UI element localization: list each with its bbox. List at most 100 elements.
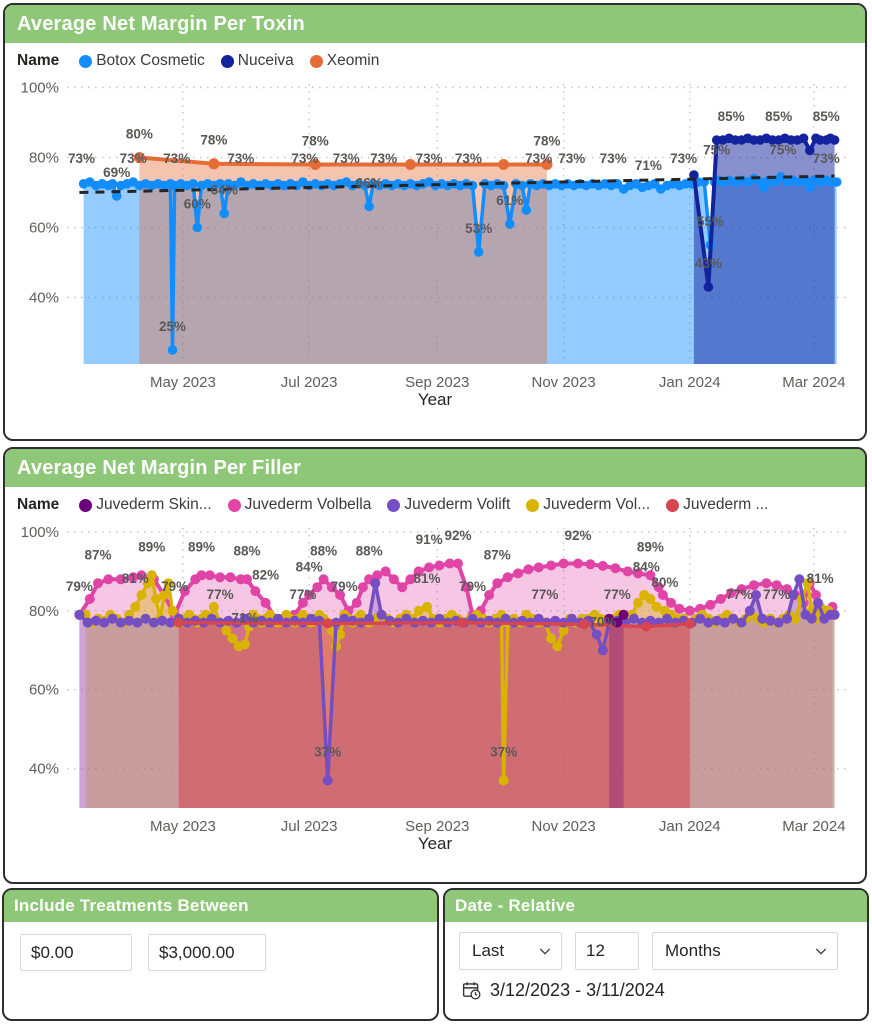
svg-text:Nov 2023: Nov 2023 xyxy=(531,374,595,391)
svg-text:73%: 73% xyxy=(813,151,840,166)
svg-text:75%: 75% xyxy=(703,143,730,158)
legend-label: Juvederm Volbella xyxy=(244,496,372,513)
legend-label: Juvederm Volift xyxy=(404,496,511,513)
svg-text:79%: 79% xyxy=(66,579,93,594)
svg-text:37%: 37% xyxy=(490,745,517,760)
svg-text:Mar 2024: Mar 2024 xyxy=(782,374,845,391)
svg-text:80%: 80% xyxy=(29,150,59,167)
legend-label: Xeomin xyxy=(326,52,380,69)
svg-text:61%: 61% xyxy=(496,193,523,208)
svg-text:85%: 85% xyxy=(718,109,745,124)
treatments-filter-card: Include Treatments Between xyxy=(2,888,439,1021)
svg-text:81%: 81% xyxy=(413,571,440,586)
svg-text:73%: 73% xyxy=(525,151,552,166)
legend-item-juvederm-other[interactable]: Juvederm ... xyxy=(666,496,768,514)
series-color-dot-icon xyxy=(309,54,323,68)
svg-text:80%: 80% xyxy=(126,126,153,141)
series-color-dot-icon xyxy=(387,498,401,512)
legend-label: Botox Cosmetic xyxy=(96,52,205,69)
svg-text:79%: 79% xyxy=(459,579,486,594)
legend-item-juvederm-vol[interactable]: Juvederm Vol... xyxy=(526,496,650,514)
legend-item-juvederm-volift[interactable]: Juvederm Volift xyxy=(387,496,510,514)
legend-item-nuceiva[interactable]: Nuceiva xyxy=(220,52,294,70)
svg-text:78%: 78% xyxy=(533,133,560,148)
treatment-min-input[interactable] xyxy=(20,934,132,971)
toxin-card: Average Net Margin Per Toxin Name Botox … xyxy=(3,3,867,441)
date-range-text: 3/12/2023 - 3/11/2024 xyxy=(490,980,665,1000)
svg-text:84%: 84% xyxy=(633,559,660,574)
date-mode-select[interactable]: Last xyxy=(459,932,562,970)
treatments-filter-title: Include Treatments Between xyxy=(4,890,437,922)
svg-text:71%: 71% xyxy=(635,158,662,173)
svg-text:91%: 91% xyxy=(416,532,443,547)
svg-text:100%: 100% xyxy=(21,524,59,541)
svg-text:77%: 77% xyxy=(604,587,631,602)
svg-text:77%: 77% xyxy=(289,587,316,602)
svg-text:Jan 2024: Jan 2024 xyxy=(659,374,721,391)
series-color-dot-icon xyxy=(227,498,241,512)
svg-text:92%: 92% xyxy=(444,528,471,543)
svg-text:60%: 60% xyxy=(29,220,59,237)
svg-text:92%: 92% xyxy=(564,528,591,543)
legend-item-juvederm-volbella[interactable]: Juvederm Volbella xyxy=(227,496,372,514)
svg-text:82%: 82% xyxy=(252,567,279,582)
svg-text:80%: 80% xyxy=(29,603,59,620)
svg-text:73%: 73% xyxy=(455,151,482,166)
svg-text:100%: 100% xyxy=(21,80,59,97)
svg-text:73%: 73% xyxy=(370,151,397,166)
series-color-dot-icon xyxy=(79,54,93,68)
svg-text:78%: 78% xyxy=(302,133,329,148)
svg-text:73%: 73% xyxy=(670,151,697,166)
svg-text:79%: 79% xyxy=(331,579,358,594)
svg-text:37%: 37% xyxy=(314,745,341,760)
toxin-card-title: Average Net Margin Per Toxin xyxy=(5,5,865,43)
date-count-input[interactable] xyxy=(575,932,639,970)
svg-text:85%: 85% xyxy=(813,109,840,124)
date-unit-select[interactable]: Months xyxy=(652,932,838,970)
toxin-line-chart[interactable]: 40% 60% 80% 100% May 2023 Jul 2023 Sep 2023 Nov… xyxy=(9,72,861,394)
svg-text:87%: 87% xyxy=(484,548,511,563)
legend-item-botox[interactable]: Botox Cosmetic xyxy=(79,52,205,70)
legend-label: Nuceiva xyxy=(237,52,294,69)
svg-text:80%: 80% xyxy=(651,575,678,590)
svg-text:84%: 84% xyxy=(296,559,323,574)
svg-text:40%: 40% xyxy=(29,761,59,778)
series-color-dot-icon xyxy=(220,54,234,68)
svg-text:43%: 43% xyxy=(695,256,722,271)
svg-text:77%: 77% xyxy=(763,587,790,602)
filler-card: Average Net Margin Per Filler Name Juved… xyxy=(3,447,867,884)
svg-text:70%: 70% xyxy=(589,615,616,630)
calendar-clock-icon xyxy=(462,982,481,1000)
svg-text:77%: 77% xyxy=(207,587,234,602)
svg-text:Jul 2023: Jul 2023 xyxy=(281,374,338,391)
series-color-dot-icon xyxy=(526,498,540,512)
svg-text:88%: 88% xyxy=(233,544,260,559)
filler-line-chart[interactable]: 40% 60% 80% 100% May 2023 Jul 2023 Sep 2023 Nov… xyxy=(9,516,861,838)
svg-text:Nov 2023: Nov 2023 xyxy=(531,818,595,835)
series-color-dot-icon xyxy=(666,498,680,512)
legend-item-juvederm-skin[interactable]: Juvederm Skin... xyxy=(79,496,212,514)
filler-card-title: Average Net Margin Per Filler xyxy=(5,449,865,487)
date-unit-value: Months xyxy=(665,941,721,960)
svg-text:81%: 81% xyxy=(807,571,834,586)
series-color-dot-icon xyxy=(79,498,93,512)
svg-text:77%: 77% xyxy=(531,587,558,602)
svg-text:53%: 53% xyxy=(465,221,492,236)
svg-text:May 2023: May 2023 xyxy=(150,818,216,835)
svg-text:77%: 77% xyxy=(726,587,753,602)
toxin-legend: Name Botox Cosmetic Nuceiva Xeomin xyxy=(5,43,865,70)
filler-legend: Name Juvederm Skin... Juvederm Volbella … xyxy=(5,487,865,514)
svg-text:64%: 64% xyxy=(211,182,238,197)
toxin-x-axis-title: Year xyxy=(417,390,453,409)
legend-title: Name xyxy=(17,52,60,69)
date-mode-value: Last xyxy=(472,941,505,960)
chevron-down-icon xyxy=(539,948,551,955)
svg-text:89%: 89% xyxy=(138,540,165,555)
svg-text:40%: 40% xyxy=(29,290,59,307)
svg-text:73%: 73% xyxy=(163,151,190,166)
svg-text:73%: 73% xyxy=(600,151,627,166)
svg-text:73%: 73% xyxy=(291,151,318,166)
svg-text:88%: 88% xyxy=(310,544,337,559)
treatment-max-input[interactable] xyxy=(148,934,266,971)
legend-item-xeomin[interactable]: Xeomin xyxy=(309,52,380,70)
